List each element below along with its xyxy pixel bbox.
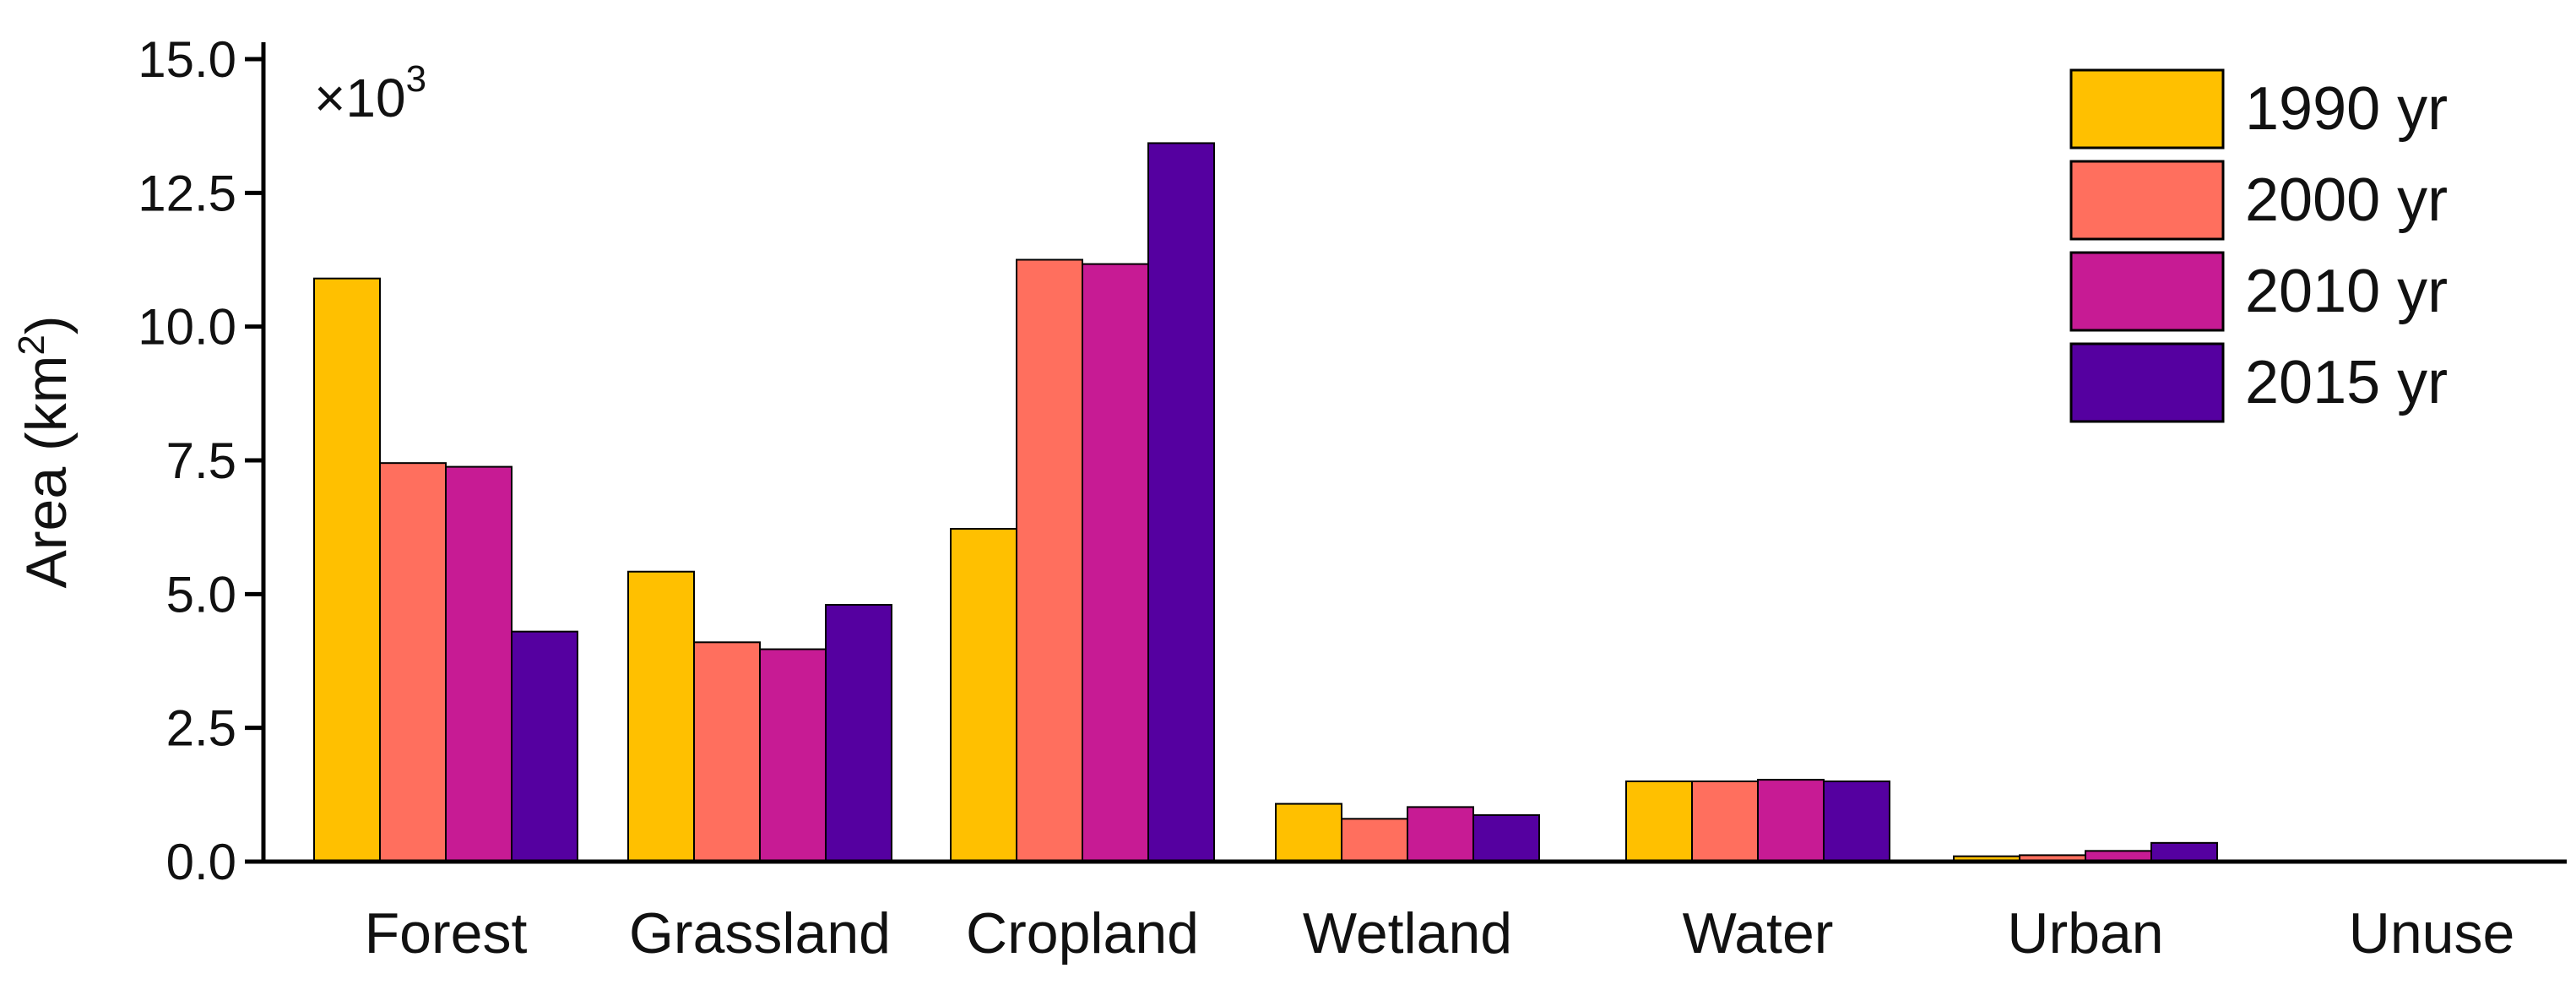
axis-multiplier-exponent: 3: [406, 58, 426, 100]
bar: [313, 277, 381, 862]
bar: [511, 630, 578, 863]
legend-label: 2000 yr: [2245, 166, 2448, 234]
x-labels: Forest Grassland Cropland Wetland Water Urban…: [365, 901, 2515, 966]
bar: [2150, 841, 2218, 862]
y-tick-label: 12.5: [138, 165, 236, 221]
x-category-label: Urban: [2007, 901, 2163, 966]
legend-label: 1990 yr: [2245, 75, 2448, 143]
x-category-label: Unuse: [2349, 901, 2515, 966]
bar: [1472, 813, 1540, 863]
legend-swatch: [2069, 160, 2225, 241]
y-tick-label: 7.5: [166, 432, 236, 489]
bar: [825, 604, 892, 862]
x-category-label: Forest: [365, 901, 528, 966]
axis-multiplier: ×103: [314, 58, 426, 128]
y-tick-label: 10.0: [138, 299, 236, 356]
y-axis-title-end: ): [14, 316, 79, 335]
bar: [379, 462, 447, 863]
legend-swatch: [2069, 68, 2225, 150]
bar: [950, 528, 1017, 862]
bar-group-wetland: [1275, 802, 1540, 863]
y-axis-title-text: Area (km: [14, 356, 79, 589]
y-tick-label: 2.5: [166, 700, 236, 757]
bar-group-water: [1625, 779, 1890, 862]
axis-multiplier-base: ×10: [314, 68, 406, 128]
bar: [1082, 263, 1149, 863]
x-category-label: Water: [1683, 901, 1834, 966]
legend-swatch: [2069, 251, 2225, 332]
legend: 1990 yr 2000 yr 2010 yr 2015 yr: [2069, 68, 2448, 423]
y-axis-title-superscript: 2: [11, 335, 52, 355]
bars: [313, 142, 2367, 863]
bar: [1147, 142, 1215, 862]
bar: [1016, 258, 1083, 862]
y-axis-title: Area (km2): [11, 316, 79, 589]
bar: [1625, 781, 1693, 862]
bar-group-forest: [313, 277, 578, 863]
legend-label: 2010 yr: [2245, 258, 2448, 325]
bar: [1823, 781, 1890, 862]
legend-swatch: [2069, 342, 2225, 423]
x-category-label: Grassland: [629, 901, 891, 966]
bar-group-cropland: [950, 142, 1215, 863]
x-category-label: Cropland: [966, 901, 1199, 966]
axes: [261, 42, 2567, 864]
bar: [1341, 818, 1408, 862]
y-tick-label: 0.0: [166, 834, 236, 890]
bar: [445, 465, 512, 862]
y-tick-label: 5.0: [166, 566, 236, 623]
bar-group-grassland: [627, 570, 892, 862]
bar: [1407, 806, 1474, 863]
y-ticks: 0.0 2.5 5.0 7.5 10.0 12.5 15.0: [138, 31, 263, 890]
bar: [759, 648, 827, 862]
bar: [1757, 779, 1825, 862]
bar: [627, 570, 695, 862]
bar: [1275, 802, 1342, 862]
bar-group-urban: [1953, 841, 2218, 863]
bar: [693, 641, 761, 862]
bar: [1691, 781, 1759, 862]
y-tick-label: 15.0: [138, 31, 236, 88]
x-category-label: Wetland: [1303, 901, 1512, 966]
legend-label: 2015 yr: [2245, 349, 2448, 416]
